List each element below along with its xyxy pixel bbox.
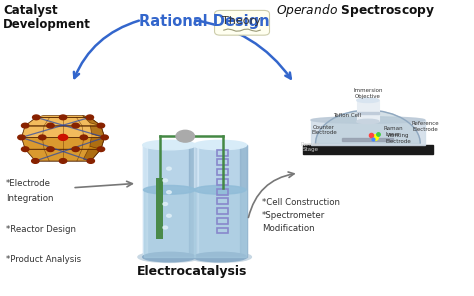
Ellipse shape xyxy=(311,117,425,123)
Bar xyxy=(144,190,195,257)
Circle shape xyxy=(87,159,94,163)
Polygon shape xyxy=(82,115,101,126)
Circle shape xyxy=(72,147,79,152)
FancyBboxPatch shape xyxy=(215,10,270,35)
Ellipse shape xyxy=(143,140,196,150)
Bar xyxy=(217,218,228,224)
Bar xyxy=(357,100,379,121)
Circle shape xyxy=(59,115,67,120)
Circle shape xyxy=(80,135,88,140)
Text: Reference
Electrode: Reference Electrode xyxy=(412,121,439,132)
Text: $\it{Operando}$$\bf{\ Spectroscopy}$: $\it{Operando}$$\bf{\ Spectroscopy}$ xyxy=(275,2,435,19)
Wedge shape xyxy=(316,110,420,144)
Circle shape xyxy=(47,147,54,152)
Ellipse shape xyxy=(163,252,227,257)
Circle shape xyxy=(47,123,54,128)
Ellipse shape xyxy=(144,185,195,194)
Ellipse shape xyxy=(357,98,379,102)
Circle shape xyxy=(97,147,105,152)
Text: Immersion
Objective: Immersion Objective xyxy=(353,88,383,99)
Circle shape xyxy=(163,179,168,182)
Circle shape xyxy=(176,130,194,142)
Bar xyxy=(217,189,228,194)
Circle shape xyxy=(101,135,109,140)
Text: Raman
Laser: Raman Laser xyxy=(383,126,403,137)
Polygon shape xyxy=(21,126,105,137)
Circle shape xyxy=(163,202,168,205)
Bar xyxy=(217,228,228,234)
Text: *Cell Construction
*Spectrometer
Modification: *Cell Construction *Spectrometer Modific… xyxy=(262,198,340,234)
Circle shape xyxy=(59,159,67,163)
Circle shape xyxy=(86,115,93,120)
Bar xyxy=(190,145,196,257)
Bar xyxy=(194,190,246,257)
Circle shape xyxy=(38,135,46,140)
Circle shape xyxy=(97,123,105,128)
Circle shape xyxy=(21,147,29,152)
Ellipse shape xyxy=(143,252,196,262)
Ellipse shape xyxy=(193,140,246,150)
Bar xyxy=(193,145,246,257)
Text: Working
Electrode: Working Electrode xyxy=(385,133,411,144)
Bar xyxy=(156,178,164,239)
Circle shape xyxy=(167,214,171,217)
Ellipse shape xyxy=(138,252,201,263)
Bar xyxy=(240,145,246,257)
Circle shape xyxy=(59,135,67,140)
Text: Theory: Theory xyxy=(222,16,261,26)
Circle shape xyxy=(167,167,171,170)
Ellipse shape xyxy=(357,119,379,124)
Circle shape xyxy=(163,226,168,229)
Circle shape xyxy=(21,123,29,128)
Polygon shape xyxy=(25,117,101,126)
Polygon shape xyxy=(25,149,101,161)
Polygon shape xyxy=(36,115,90,117)
Text: Raman
Stage: Raman Stage xyxy=(301,141,320,152)
Bar xyxy=(217,169,228,175)
Bar xyxy=(311,120,425,145)
Circle shape xyxy=(167,191,171,194)
Text: *Electrode
Integration

*Reactor Design

*Product Analysis: *Electrode Integration *Reactor Design *… xyxy=(6,179,82,264)
Bar xyxy=(217,150,228,156)
Text: Rational Design: Rational Design xyxy=(139,14,270,29)
Circle shape xyxy=(18,135,25,140)
Bar xyxy=(143,145,147,257)
Ellipse shape xyxy=(194,185,246,194)
Circle shape xyxy=(32,159,39,163)
Polygon shape xyxy=(90,134,105,149)
Bar xyxy=(357,112,379,114)
Bar xyxy=(193,145,198,257)
Bar xyxy=(303,145,433,154)
Text: Teflon Cell: Teflon Cell xyxy=(333,113,361,118)
Ellipse shape xyxy=(193,252,246,262)
Bar xyxy=(217,160,228,165)
Bar xyxy=(217,208,228,214)
Text: Counter
Electrode: Counter Electrode xyxy=(311,125,337,136)
Text: Electrocatalysis: Electrocatalysis xyxy=(137,265,247,278)
Circle shape xyxy=(58,134,68,140)
Bar xyxy=(217,179,228,185)
Polygon shape xyxy=(21,137,105,149)
Text: Catalyst
Development: Catalyst Development xyxy=(3,4,91,31)
Circle shape xyxy=(72,123,79,128)
Circle shape xyxy=(33,115,40,120)
Bar xyxy=(343,138,393,141)
Polygon shape xyxy=(83,146,101,161)
Polygon shape xyxy=(90,123,105,137)
Bar xyxy=(217,198,228,204)
Bar xyxy=(143,145,196,257)
Ellipse shape xyxy=(189,252,251,263)
